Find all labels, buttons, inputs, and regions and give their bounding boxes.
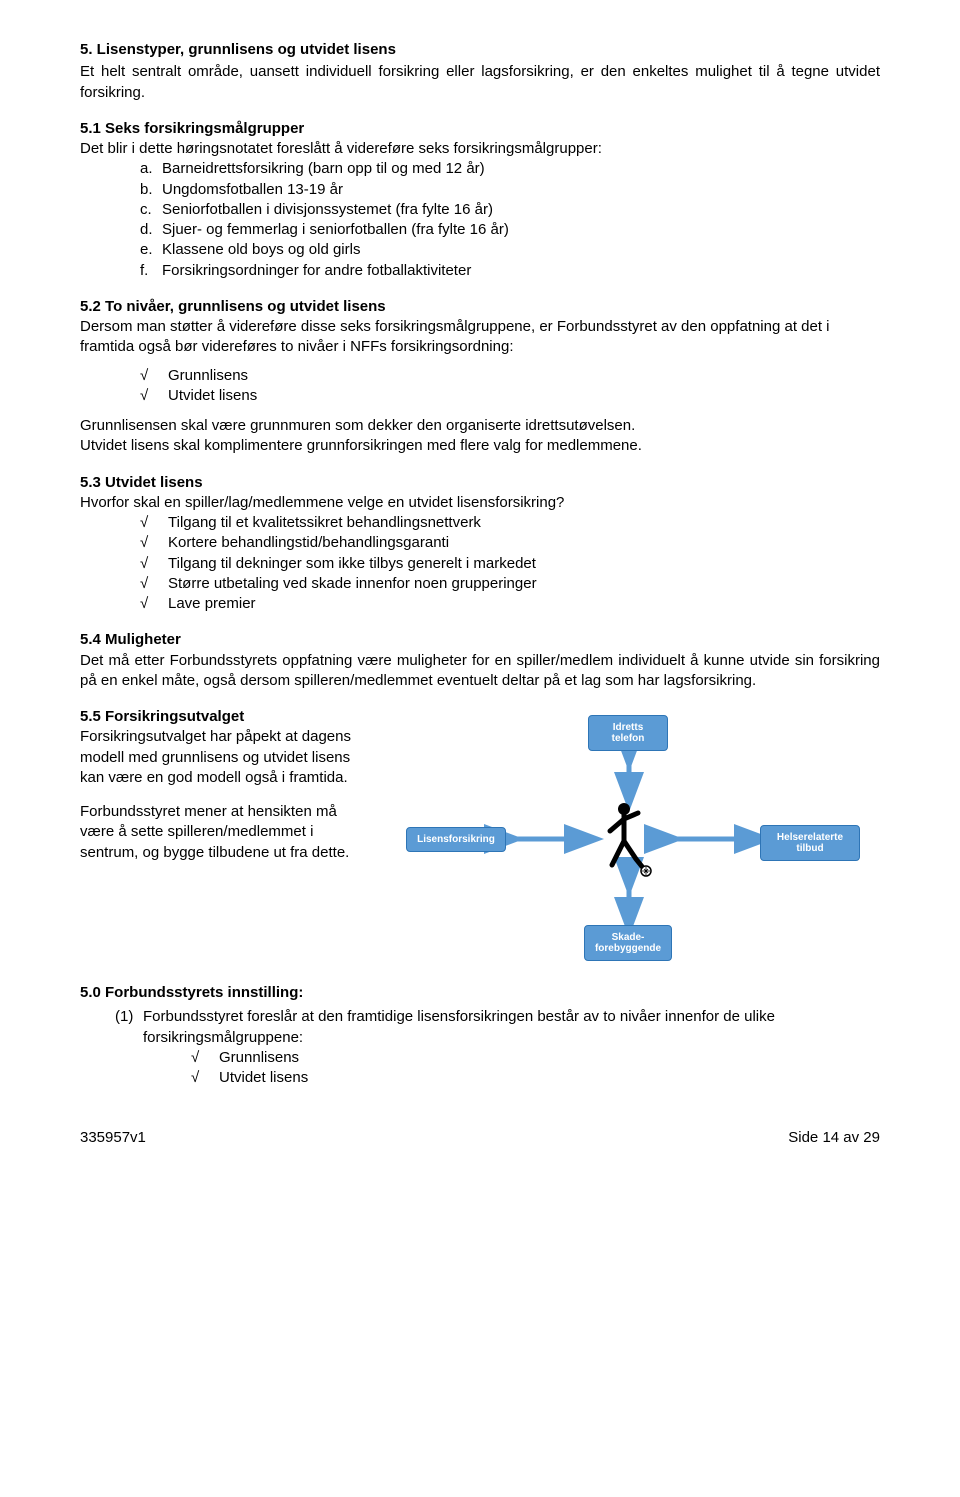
section-5-5-para1: Forsikringsutvalget har påpekt at dagens… — [80, 727, 368, 788]
section-5-3-title: 5.3 Utvidet lisens — [80, 474, 203, 491]
insurance-diagram: Idretts telefon Lisensforsikring Helsere… — [378, 707, 880, 967]
section-5-1: 5.1 Seks forsikringsmålgrupper — [80, 119, 880, 139]
section-5-2-para1: Grunnlisensen skal være grunnmuren som d… — [80, 416, 880, 436]
section-5-intro: Et helt sentralt område, uansett individ… — [80, 62, 880, 103]
list-item: Kortere behandlingstid/behandlingsgarant… — [140, 533, 880, 553]
list-item: Tilgang til dekninger som ikke tilbys ge… — [140, 554, 880, 574]
section-5-2-para2: Utvidet lisens skal komplimentere grunnf… — [80, 436, 880, 456]
list-item: Større utbetaling ved skade innenfor noe… — [140, 574, 880, 594]
player-icon — [596, 799, 656, 879]
list-item: Grunnlisens — [140, 366, 880, 386]
section-5-2-intro: Dersom man støtter å videreføre disse se… — [80, 317, 880, 358]
section-5-1-intro: Det blir i dette høringsnotatet foreslåt… — [80, 139, 880, 159]
section-5-title: 5. Lisenstyper, grunnlisens og utvidet l… — [80, 40, 880, 60]
section-5-5: 5.5 Forsikringsutvalget — [80, 707, 368, 727]
list-item: b.Ungdomsfotballen 13-19 år — [140, 180, 880, 200]
section-5-2-list: Grunnlisens Utvidet lisens — [80, 366, 880, 407]
list-item: e.Klassene old boys og old girls — [140, 240, 880, 260]
section-5-3-list: Tilgang til et kvalitetssikret behandlin… — [80, 513, 880, 614]
list-item: d.Sjuer- og femmerlag i seniorfotballen … — [140, 220, 880, 240]
section-5-2: 5.2 To nivåer, grunnlisens og utvidet li… — [80, 297, 880, 317]
node-bottom: Skade- forebyggende — [584, 925, 672, 961]
list-item: Utvidet lisens — [140, 386, 880, 406]
section-5-4-para: Det må etter Forbundsstyrets oppfatning … — [80, 651, 880, 692]
node-top: Idretts telefon — [588, 715, 668, 751]
section-5-4-title: 5.4 Muligheter — [80, 631, 181, 648]
section-5-1-list: a.Barneidrettsforsikring (barn opp til o… — [80, 159, 880, 281]
footer-left: 335957v1 — [80, 1128, 146, 1148]
section-5-5-title: 5.5 Forsikringsutvalget — [80, 708, 244, 725]
list-item: Utvidet lisens — [191, 1068, 880, 1088]
footer-right: Side 14 av 29 — [788, 1128, 880, 1148]
list-item: Lave premier — [140, 594, 880, 614]
section-5-0-list: (1) Forbundsstyret foreslår at den framt… — [80, 1007, 880, 1088]
list-item: a.Barneidrettsforsikring (barn opp til o… — [140, 159, 880, 179]
section-5-0-title: 5.0 Forbundsstyrets innstilling: — [80, 984, 303, 1001]
section-5-2-title: 5.2 To nivåer, grunnlisens og utvidet li… — [80, 298, 386, 315]
list-item: c.Seniorfotballen i divisjonssystemet (f… — [140, 200, 880, 220]
list-item: Grunnlisens — [191, 1048, 880, 1068]
section-5-3-intro: Hvorfor skal en spiller/lag/medlemmene v… — [80, 493, 880, 513]
page-footer: 335957v1 Side 14 av 29 — [80, 1128, 880, 1148]
section-5-0-sublist: Grunnlisens Utvidet lisens — [143, 1048, 880, 1089]
list-item: f.Forsikringsordninger for andre fotball… — [140, 261, 880, 281]
list-item: Tilgang til et kvalitetssikret behandlin… — [140, 513, 880, 533]
section-5-1-title: 5.1 Seks forsikringsmålgrupper — [80, 120, 304, 137]
node-right: Helserelaterte tilbud — [760, 825, 860, 861]
list-item: (1) Forbundsstyret foreslår at den framt… — [115, 1007, 880, 1088]
section-5-5-para2: Forbundsstyret mener at hensikten må vær… — [80, 802, 368, 863]
section-5-3: 5.3 Utvidet lisens — [80, 473, 880, 493]
section-5-4: 5.4 Muligheter — [80, 630, 880, 650]
section-5-0: 5.0 Forbundsstyrets innstilling: — [80, 983, 880, 1003]
node-left: Lisensforsikring — [406, 827, 506, 852]
